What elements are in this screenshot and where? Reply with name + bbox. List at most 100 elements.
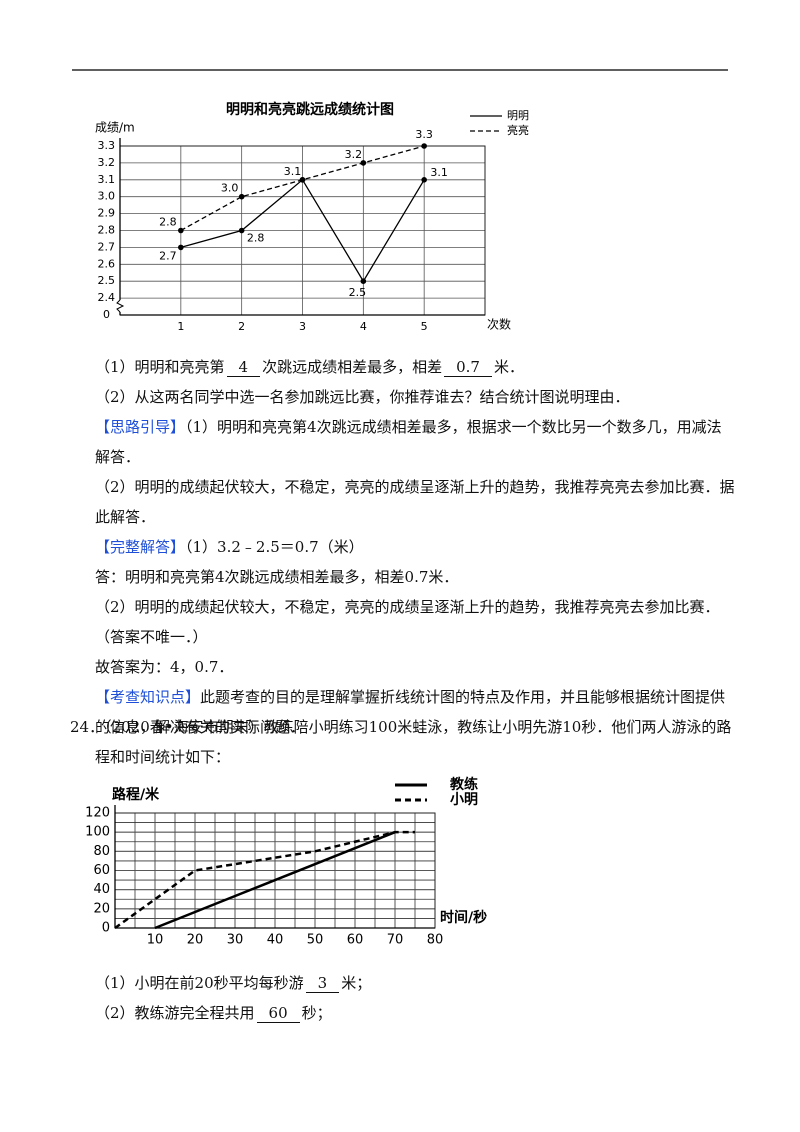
- y-tick-label: 3.0: [98, 190, 116, 203]
- text: （1）明明和亮亮第4次跳远成绩相差最多，根据求一个数比另一个数多几，用减法解答．: [95, 418, 722, 466]
- text: （1）明明和亮亮第: [95, 358, 225, 376]
- x-tick-label: 2: [238, 320, 245, 333]
- data-label: 2.8: [159, 216, 177, 229]
- y-tick-label: 2.9: [98, 207, 116, 220]
- origin-label: 0: [103, 308, 110, 321]
- paragraph: （1）小明在前20秒平均每秒游 3 米；: [95, 968, 735, 998]
- paragraph: （1）明明和亮亮第 4 次跳远成绩相差最多，相差 0.7 米．: [95, 352, 735, 382]
- legend-label: 小明: [450, 792, 478, 808]
- y-tick-label: 2.5: [98, 274, 116, 287]
- paragraph: 【考查知识点】此题考查的目的是理解掌握折线统计图的特点及作用，并且能够根据统计图…: [95, 682, 735, 742]
- text: 故答案为：4，0.7．: [95, 658, 234, 676]
- data-label: 2.8: [247, 232, 265, 245]
- x-tick-label: 3: [299, 320, 306, 333]
- legend-label: 明明: [507, 109, 529, 122]
- data-point: [360, 278, 367, 285]
- question-parts: （1）小明在前20秒平均每秒游 3 米； （2）教练游完全程共用 60 秒；: [95, 968, 735, 1028]
- data-point: [178, 244, 184, 251]
- answer-blank: 0.7: [444, 358, 492, 377]
- data-point: [299, 177, 306, 183]
- section-tag: 【完整解答】: [95, 538, 186, 556]
- text: （1）3.2﹣2.5＝0.7（米）: [185, 538, 364, 556]
- y-tick-label: 3.3: [98, 139, 116, 152]
- y-tick-label: 2.7: [98, 240, 116, 253]
- paragraph: 24．（2020春•海安市期末）教练陪小明练习100米蛙泳，教练让小明先游10秒…: [70, 712, 735, 772]
- x-tick-label: 50: [307, 933, 324, 948]
- y-tick-label: 2.4: [98, 291, 116, 304]
- data-label: 2.7: [159, 249, 177, 262]
- data-point: [238, 193, 245, 200]
- x-tick-label: 20: [187, 933, 204, 948]
- y-tick-label: 3.1: [98, 173, 116, 186]
- paragraph: （2）明明的成绩起伏较大，不稳定，亮亮的成绩呈逐渐上升的趋势，我推荐亮亮去参加比…: [95, 472, 735, 532]
- y-tick-label: 40: [93, 882, 110, 897]
- section-tag: 【思路引导】: [95, 418, 186, 436]
- data-point: [178, 227, 184, 234]
- text: （1）小明在前20秒平均每秒游: [95, 974, 304, 992]
- text: （2）明明的成绩起伏较大，不稳定，亮亮的成绩呈逐渐上升的趋势，我推荐亮亮去参加比…: [95, 478, 735, 526]
- paragraph: 答：明明和亮亮第4次跳远成绩相差最多，相差0.7米．: [95, 562, 735, 592]
- y-tick-label: 60: [93, 863, 110, 878]
- data-label: 3.0: [221, 182, 239, 195]
- text: 24．（2020春•海安市期末）教练陪小明练习100米蛙泳，教练让小明先游10秒…: [70, 718, 732, 766]
- y-tick-label: 100: [85, 825, 110, 840]
- x-tick-label: 4: [360, 320, 367, 333]
- x-tick-label: 1: [177, 320, 184, 333]
- text: 米；: [341, 974, 372, 992]
- y-tick-label: 0: [102, 921, 110, 936]
- paragraph: （2）从这两名同学中选一名参加跳远比赛，你推荐谁去？结合统计图说明理由．: [95, 382, 735, 412]
- legend-label: 亮亮: [507, 123, 529, 137]
- x-tick-label: 70: [387, 933, 404, 948]
- y-axis-label: 成绩/m: [95, 121, 135, 135]
- text: 米．: [493, 358, 524, 376]
- data-label: 3.1: [284, 165, 302, 178]
- text: 秒；: [301, 1004, 332, 1022]
- paragraph: （2）教练游完全程共用 60 秒；: [95, 998, 735, 1028]
- y-tick-label: 20: [93, 901, 110, 916]
- solution-text: （1）明明和亮亮第 4 次跳远成绩相差最多，相差 0.7 米． （2）从这两名同学中选一名…: [95, 352, 735, 742]
- text: （2）教练游完全程共用: [95, 1004, 255, 1022]
- text: （2）明明的成绩起伏较大，不稳定，亮亮的成绩呈逐渐上升的趋势，我推荐亮亮去参加比…: [95, 598, 720, 646]
- section-tag: 【考查知识点】: [95, 688, 201, 706]
- data-label: 3.2: [345, 148, 363, 161]
- x-tick-label: 80: [427, 933, 444, 948]
- text: 答：明明和亮亮第4次跳远成绩相差最多，相差0.7米．: [95, 568, 459, 586]
- x-tick-label: 30: [227, 933, 244, 948]
- y-tick-label: 2.8: [98, 224, 116, 237]
- text: 此题考查的目的是理解掌握折线统计图的特点及作用，并且能够根据统计图提供的信息，解…: [95, 688, 726, 736]
- answer-blank: 3: [305, 974, 340, 993]
- chart-title: 明明和亮亮跳远成绩统计图: [226, 101, 394, 118]
- y-tick-label: 2.6: [98, 257, 116, 270]
- paragraph: 【完整解答】（1）3.2﹣2.5＝0.7（米）: [95, 532, 735, 562]
- answer-blank: 60: [256, 1004, 300, 1023]
- text: （2）从这两名同学中选一名参加跳远比赛，你推荐谁去？结合统计图说明理由．: [95, 388, 630, 406]
- x-tick-label: 40: [267, 933, 284, 948]
- y-tick-label: 3.2: [98, 156, 116, 169]
- y-axis-label: 路程/米: [112, 786, 160, 803]
- paragraph: （2）明明的成绩起伏较大，不稳定，亮亮的成绩呈逐渐上升的趋势，我推荐亮亮去参加比…: [95, 592, 735, 652]
- paragraph: 【思路引导】（1）明明和亮亮第4次跳远成绩相差最多，根据求一个数比另一个数多几，…: [95, 412, 735, 472]
- data-label: 3.1: [430, 166, 448, 179]
- axis-break-gap: [116, 300, 124, 312]
- data-point: [421, 177, 427, 183]
- question-text: 24．（2020春•海安市期末）教练陪小明练习100米蛙泳，教练让小明先游10秒…: [70, 712, 735, 772]
- data-point: [360, 160, 367, 166]
- series-line: [114, 830, 415, 930]
- x-tick-label: 5: [421, 320, 428, 333]
- series-line: [154, 831, 396, 930]
- data-point: [238, 227, 245, 234]
- x-axis-label: 时间/秒: [440, 909, 487, 926]
- y-tick-label: 80: [93, 844, 110, 859]
- x-axis-label: 次数: [487, 317, 511, 332]
- data-label: 3.3: [415, 128, 433, 141]
- legend-label: 教练: [450, 776, 478, 793]
- paragraph: 故答案为：4，0.7．: [95, 652, 735, 682]
- x-tick-label: 10: [147, 933, 164, 948]
- x-tick-label: 60: [347, 933, 364, 948]
- data-point: [421, 143, 427, 149]
- text: 次跳远成绩相差最多，相差: [262, 358, 443, 376]
- answer-blank: 4: [226, 358, 261, 377]
- data-label: 2.5: [349, 286, 367, 299]
